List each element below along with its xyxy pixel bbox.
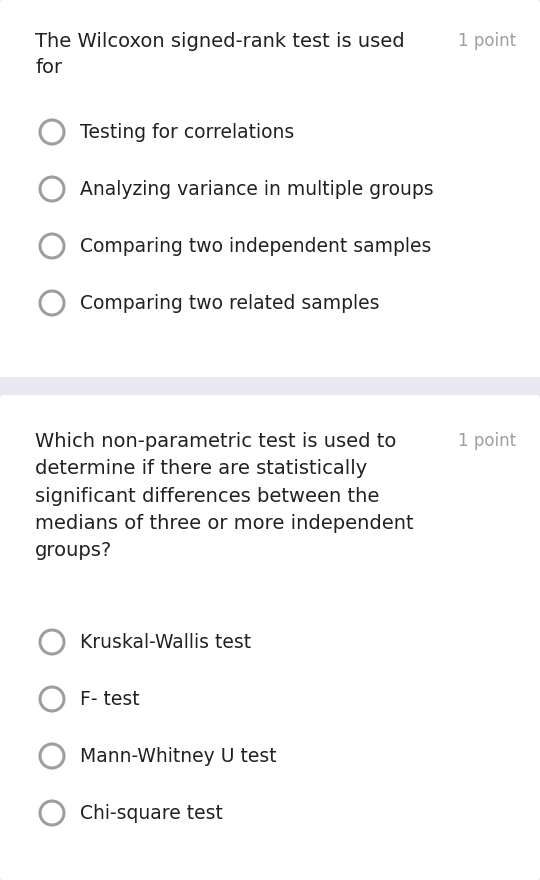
Text: Comparing two independent samples: Comparing two independent samples	[80, 237, 431, 255]
Text: for: for	[35, 58, 62, 77]
Text: Mann-Whitney U test: Mann-Whitney U test	[80, 746, 276, 766]
Text: Comparing two related samples: Comparing two related samples	[80, 294, 380, 312]
Bar	[0, 377, 540, 395]
Text: F- test: F- test	[80, 690, 140, 708]
Text: Testing for correlations: Testing for correlations	[80, 122, 294, 142]
Text: Analyzing variance in multiple groups: Analyzing variance in multiple groups	[80, 180, 434, 199]
FancyBboxPatch shape	[0, 395, 540, 880]
Text: Which non-parametric test is used to
determine if there are statistically
signif: Which non-parametric test is used to det…	[35, 432, 414, 560]
Text: Chi-square test: Chi-square test	[80, 803, 223, 823]
Text: 1 point: 1 point	[458, 432, 516, 450]
Text: The Wilcoxon signed-rank test is used: The Wilcoxon signed-rank test is used	[35, 32, 404, 51]
FancyBboxPatch shape	[0, 0, 540, 381]
Text: 1 point: 1 point	[458, 32, 516, 50]
Text: Kruskal-Wallis test: Kruskal-Wallis test	[80, 633, 251, 651]
